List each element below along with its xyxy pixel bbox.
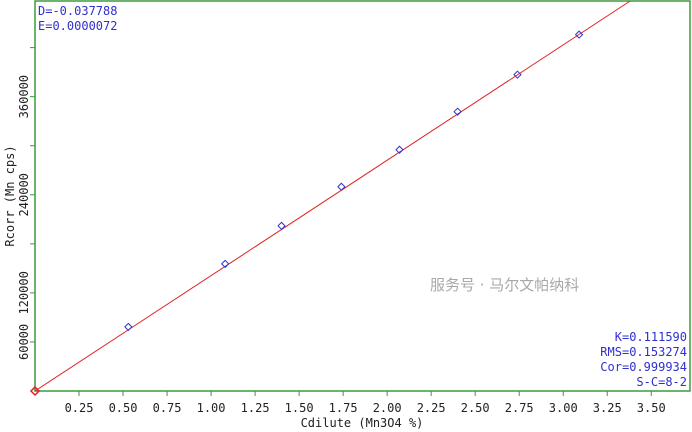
data-point (124, 322, 133, 332)
x-tick-label: 1.00 (197, 401, 226, 415)
data-point (574, 30, 584, 39)
x-tick-label: 2.50 (461, 401, 490, 415)
x-tick-label: 1.75 (329, 401, 358, 415)
x-tick-label: 0.75 (153, 401, 182, 415)
x-tick-label: 3.50 (637, 401, 666, 415)
x-tick-label: 2.75 (505, 401, 534, 415)
fit-line (34, 0, 631, 392)
y-tick-label: 60000 (17, 324, 31, 360)
stat-label: Cor=0.999934 (600, 360, 687, 374)
stat-label: D=-0.037788 (38, 4, 117, 18)
plot-frame (34, 0, 691, 392)
x-tick-label: 1.50 (285, 401, 314, 415)
y-axis-label: Rcorr (Mn cps) (3, 145, 17, 246)
x-tick-label: 3.25 (593, 401, 622, 415)
data-point (220, 259, 230, 269)
data-point (453, 107, 462, 116)
origin-point (29, 385, 41, 397)
y-tick-label: 360000 (17, 75, 31, 118)
data-point (395, 145, 404, 154)
x-tick-label: 2.00 (373, 401, 402, 415)
data-point (337, 182, 346, 191)
x-axis-label: Cdilute (Mn3O4 %) (301, 416, 424, 430)
y-tick-label: 120000 (17, 271, 31, 314)
x-tick-label: 2.25 (417, 401, 446, 415)
x-tick-label: 3.00 (549, 401, 578, 415)
stat-label: E=0.0000072 (38, 19, 117, 33)
x-tick-label: 0.25 (65, 401, 94, 415)
y-tick-label: 240000 (17, 173, 31, 216)
stat-label: S-C=8-2 (636, 375, 687, 389)
watermark: 服务号 · 马尔文帕纳科 (430, 276, 579, 294)
data-point (277, 221, 286, 231)
stat-label: RMS=0.153274 (600, 345, 687, 359)
stat-label: K=0.111590 (615, 330, 687, 344)
x-tick-label: 1.25 (241, 401, 270, 415)
x-tick-label: 0.50 (109, 401, 138, 415)
data-point (513, 70, 522, 79)
